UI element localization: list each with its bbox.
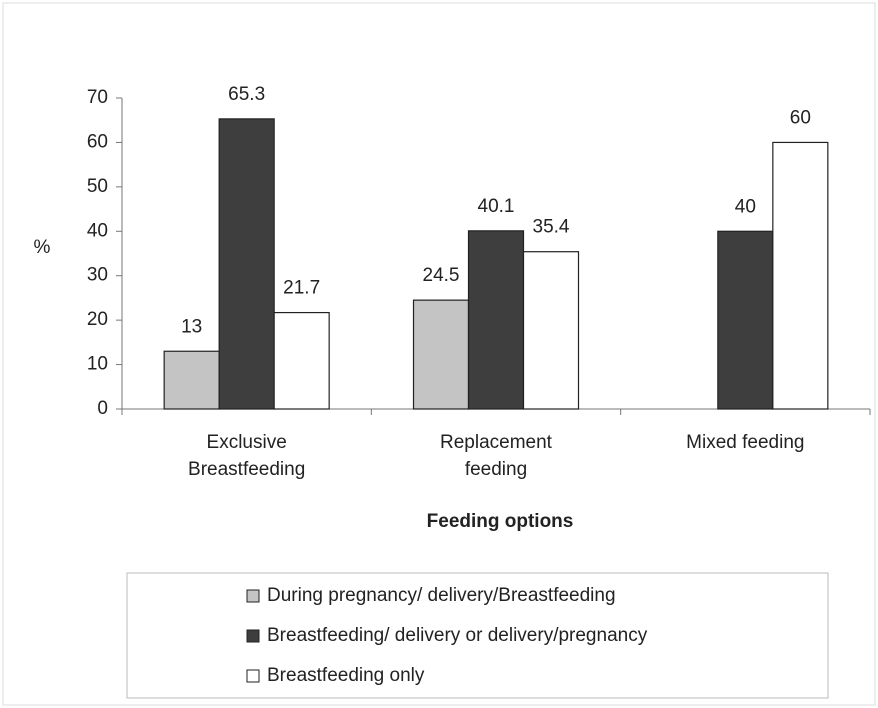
data-label: 13 xyxy=(181,316,202,337)
legend-label: Breastfeeding/ delivery or delivery/preg… xyxy=(267,625,648,646)
x-tick-label: Exclusive Breastfeeding xyxy=(188,432,306,480)
data-label: 65.3 xyxy=(228,84,265,105)
y-tick-label: 30 xyxy=(87,265,108,286)
x-axis-label: Feeding options xyxy=(427,511,574,532)
x-tick-label: Mixed feeding xyxy=(686,432,805,453)
legend-label: Breastfeeding only xyxy=(267,665,425,686)
bar xyxy=(218,118,275,410)
y-tick-label: 40 xyxy=(87,220,108,241)
data-label: 60 xyxy=(790,107,811,128)
bar xyxy=(772,141,829,410)
y-tick-label: 70 xyxy=(87,87,108,108)
y-tick-label: 20 xyxy=(87,309,108,330)
legend-swatch xyxy=(246,629,260,643)
bar xyxy=(273,311,330,410)
bar xyxy=(163,350,220,410)
data-label: 35.4 xyxy=(533,217,570,238)
x-tick-label: Replacement feeding xyxy=(440,432,552,480)
y-tick-label: 0 xyxy=(97,398,108,419)
bar xyxy=(467,230,525,410)
data-label: 40.1 xyxy=(478,196,515,217)
legend-swatch xyxy=(246,669,260,683)
bar xyxy=(717,230,774,410)
legend-box xyxy=(126,572,829,699)
data-label: 21.7 xyxy=(283,278,320,299)
legend-swatch xyxy=(246,589,260,603)
y-tick-label: 10 xyxy=(87,354,108,375)
legend-label: During pregnancy/ delivery/Breastfeeding xyxy=(267,585,616,606)
data-label: 40 xyxy=(735,196,756,217)
data-label: 24.5 xyxy=(423,265,460,286)
y-tick-label: 50 xyxy=(87,176,108,197)
y-tick-label: 60 xyxy=(87,131,108,152)
bar xyxy=(412,299,470,410)
y-axis-label: % xyxy=(34,237,51,258)
bar xyxy=(522,251,580,410)
